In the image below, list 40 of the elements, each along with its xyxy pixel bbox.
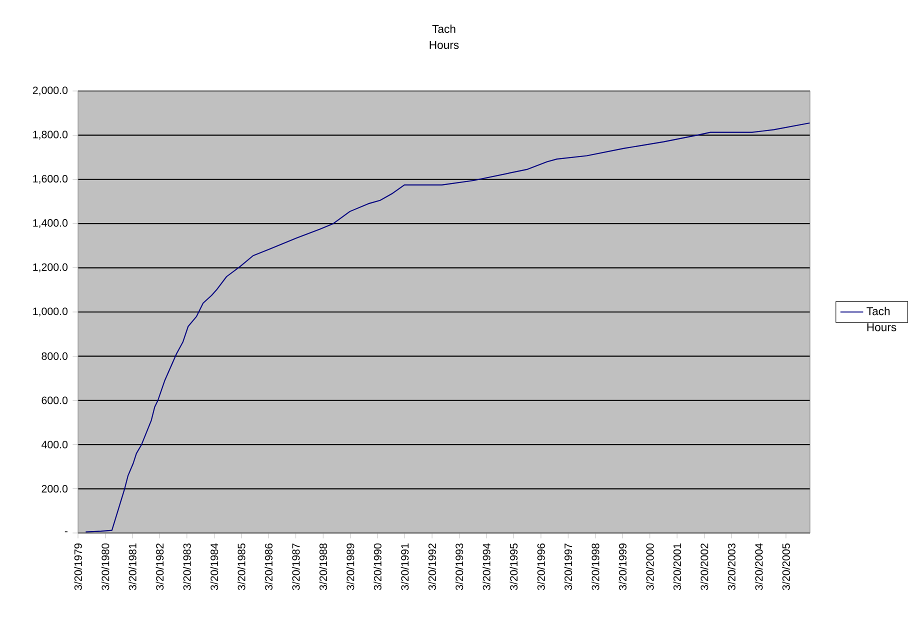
x-tick-label: 3/20/1999 [618,544,627,590]
x-tick-label: 3/20/1980 [101,543,110,590]
x-tick-label: 3/20/1983 [183,544,191,590]
x-tick-label: 3/20/1982 [156,544,164,590]
y-tick-label: 1,600.0 [33,174,68,184]
y-tick-label: 1,400.0 [33,219,68,228]
y-tick-label: 2,000.0 [32,86,68,96]
x-tick-label: 3/20/2000 [646,543,654,590]
x-tick-label: 3/20/1989 [346,544,354,590]
y-tick-label: 1,000.0 [33,308,68,316]
x-tick-label: 3/20/1998 [591,544,600,590]
x-tick-label: 3/20/1993 [455,544,464,590]
x-tick-label: 3/20/2005 [782,543,790,590]
x-tick-label: 3/20/1985 [237,543,246,590]
y-tick-label: 200.0 [42,485,68,493]
x-tick-label: 3/20/1979 [74,544,82,590]
y-tick-label: 1,200.0 [33,263,68,272]
x-tick-label: 3/20/1992 [428,544,436,590]
x-tick-label: 3/20/1995 [510,543,518,590]
y-tick-label: 600.0 [42,396,68,404]
chart-title: Tach Hours [430,24,459,49]
x-tick-label: 3/20/1986 [264,544,273,590]
x-tick-label: 3/20/2003 [728,544,736,590]
x-tick-label: 3/20/1990 [374,543,382,590]
x-tick-label: 3/20/1984 [210,543,218,590]
x-tick-label: 3/20/1988 [319,544,328,590]
y-tick-label: 1,800.0 [33,130,68,140]
x-tick-label: 3/20/1987 [292,544,300,590]
x-tick-label: 3/20/2004 [754,543,763,590]
x-tick-label: 3/20/1991 [400,544,409,590]
y-tick-label: 800.0 [42,352,68,360]
x-tick-label: 3/20/1981 [128,544,136,590]
x-tick-label: 3/20/2001 [673,544,681,590]
y-tick-label: - [64,531,68,532]
x-tick-label: 3/20/1996 [537,544,545,590]
x-tick-label: 3/20/2002 [700,544,708,590]
x-tick-label: 3/20/1997 [564,544,572,590]
x-tick-label: 3/20/1994 [482,543,490,590]
y-tick-label: 400.0 [42,440,68,448]
legend-label: Tach Hours [866,306,896,332]
